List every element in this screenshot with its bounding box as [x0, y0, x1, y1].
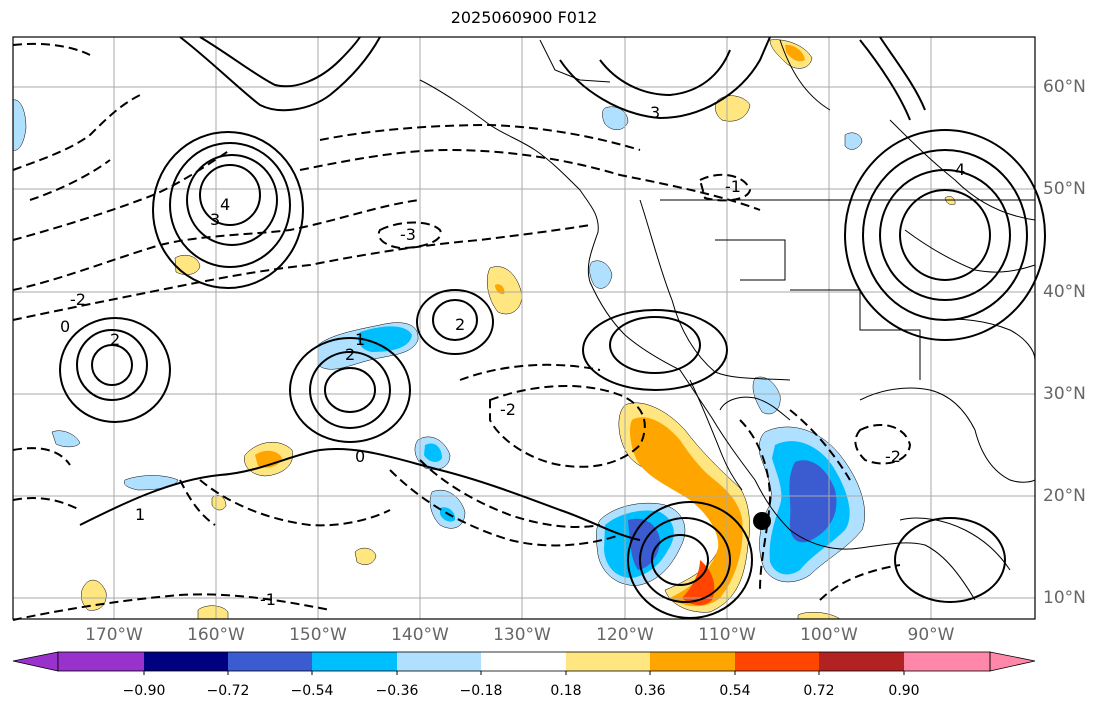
colorbar-tick-label: 0.72 [803, 683, 835, 699]
contour-label: 1 [355, 330, 365, 349]
lat-label: 10°N [1043, 588, 1086, 608]
lon-label: 90°W [907, 625, 955, 645]
colorbar-tick-label: −0.90 [122, 683, 166, 699]
colorbar-extend-high [989, 651, 1036, 672]
colorbar-extend-low [12, 651, 59, 672]
contour-labels: 4 3 2 0 -2 -3 1 2 2 -2 4 3 0 -1 1 -2 -1 [60, 103, 965, 609]
colorbar-bin [566, 652, 650, 671]
map-frame [12, 36, 1036, 620]
lon-label: 160°W [187, 625, 245, 645]
lon-label: 150°W [289, 625, 347, 645]
shaded-anomalies [12, 39, 956, 620]
colorbar-bin [144, 652, 228, 671]
colorbar-tick-label: −0.36 [375, 683, 419, 699]
lat-label: 50°N [1043, 179, 1086, 199]
contour-label: -1 [260, 590, 276, 609]
colorbar-tick-label: −0.72 [206, 683, 250, 699]
colorbar-bin [397, 652, 481, 671]
contour-label: 0 [355, 447, 365, 466]
colorbar-bin [228, 652, 312, 671]
colorbar-tick-label: 0.18 [550, 683, 582, 699]
graticule [13, 37, 1035, 619]
lat-label: 40°N [1043, 282, 1086, 302]
lat-label: 30°N [1043, 384, 1086, 404]
contour-label: 1 [135, 505, 145, 524]
contour-label: 4 [220, 195, 230, 214]
map-title: 2025060900 F012 [450, 8, 598, 27]
contour-label: 3 [650, 103, 660, 122]
contour-label: 2 [110, 330, 120, 349]
lon-label: 130°W [493, 625, 551, 645]
contour-label: 2 [455, 315, 465, 334]
colorbar-bin [58, 652, 144, 671]
contour-label: -2 [500, 400, 516, 419]
lon-label: 110°W [698, 625, 756, 645]
lat-label: 20°N [1043, 486, 1086, 506]
contour-label: 2 [345, 345, 355, 364]
positive-contours [59, 36, 1046, 619]
contour-label: 3 [210, 210, 220, 229]
lat-label: 60°N [1043, 77, 1086, 97]
colorbar-bin [650, 652, 735, 671]
contour-label: 4 [955, 160, 965, 179]
lon-label: 100°W [800, 625, 858, 645]
contour-label: -3 [400, 225, 416, 244]
storm-position-dot [753, 512, 771, 530]
colorbar-bin [904, 652, 990, 671]
colorbar-tick-label: −0.18 [459, 683, 503, 699]
colorbar-tick-label: 0.90 [888, 683, 920, 699]
colorbar-bin [819, 652, 904, 671]
negative-contours [12, 42, 912, 621]
contour-label: 0 [60, 317, 70, 336]
colorbar-tick-label: −0.54 [290, 683, 334, 699]
colorbar-tick-label: 0.36 [634, 683, 666, 699]
colorbar-bin [312, 652, 397, 671]
colorbar [12, 651, 1036, 675]
lon-label: 120°W [596, 625, 654, 645]
colorbar-bin [735, 652, 819, 671]
lon-label: 140°W [391, 625, 449, 645]
colorbar-bin [481, 652, 566, 671]
lon-label: 170°W [85, 625, 143, 645]
contour-label: -2 [70, 290, 86, 309]
contour-label: -2 [885, 447, 901, 466]
contour-label: -1 [725, 177, 741, 196]
colorbar-tick-label: 0.54 [719, 683, 751, 699]
